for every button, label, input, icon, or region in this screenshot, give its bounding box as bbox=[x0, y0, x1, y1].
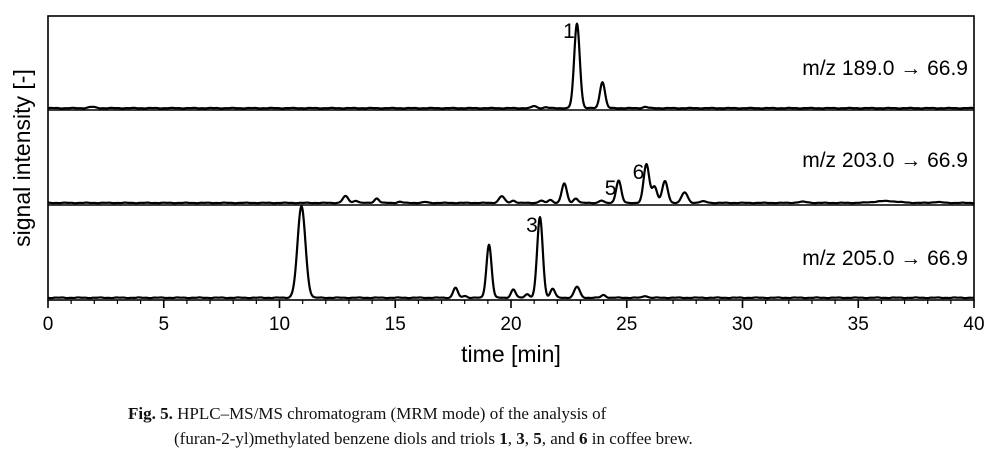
x-axis: 0 5 10 15 20 25 30 35 40 bbox=[43, 300, 985, 335]
trace-line bbox=[47, 162, 975, 205]
caption-sep-1: , bbox=[507, 429, 517, 448]
x-tick-label: 30 bbox=[732, 314, 753, 335]
caption-sep-2: , bbox=[524, 429, 534, 448]
caption-line2-end: in coffee brew. bbox=[587, 429, 693, 448]
trace-line bbox=[47, 205, 975, 300]
caption-line1: HPLC–MS/MS chromatogram (MRM mode) of th… bbox=[177, 404, 607, 423]
panel-2: m/z 203.0 → 66.9 56 bbox=[47, 109, 975, 205]
transition-label: m/z 205.0 → 66.9 bbox=[802, 247, 968, 270]
x-tick-label: 35 bbox=[848, 314, 869, 335]
x-tick-label: 40 bbox=[963, 314, 984, 335]
panel-1: m/z 189.0 → 66.9 1 bbox=[47, 20, 975, 110]
caption-line2-start: (furan-2-yl)methylated benzene diols and… bbox=[174, 429, 500, 448]
peak-label: 3 bbox=[526, 214, 538, 237]
peak-label: 6 bbox=[633, 161, 645, 184]
caption-compound-6: 6 bbox=[579, 429, 588, 448]
x-tick-label: 25 bbox=[616, 314, 637, 335]
caption-compound-3: 3 bbox=[516, 429, 525, 448]
caption-compound-1: 1 bbox=[499, 429, 508, 448]
caption-sep-3: , and bbox=[541, 429, 580, 448]
peak-label: 1 bbox=[563, 20, 575, 43]
x-tick-label: 15 bbox=[385, 314, 406, 335]
peak-label: 5 bbox=[605, 177, 617, 200]
x-tick-label: 20 bbox=[500, 314, 521, 335]
transition-label: m/z 189.0 → 66.9 bbox=[802, 57, 968, 80]
figure-caption: Fig. 5. HPLC–MS/MS chromatogram (MRM mod… bbox=[128, 401, 988, 451]
x-tick-label: 10 bbox=[269, 314, 290, 335]
y-axis-title: signal intensity [-] bbox=[9, 69, 35, 247]
panel-3: m/z 205.0 → 66.9 3 bbox=[47, 204, 975, 300]
caption-prefix: Fig. 5. bbox=[128, 404, 173, 423]
x-tick-label: 5 bbox=[158, 314, 169, 335]
trace-line bbox=[47, 22, 975, 110]
caption-compound-5: 5 bbox=[533, 429, 542, 448]
transition-label: m/z 203.0 → 66.9 bbox=[802, 149, 968, 172]
x-tick-label: 0 bbox=[43, 314, 54, 335]
x-axis-title: time [min] bbox=[461, 341, 561, 367]
caption-line2: (furan-2-yl)methylated benzene diols and… bbox=[128, 426, 988, 451]
